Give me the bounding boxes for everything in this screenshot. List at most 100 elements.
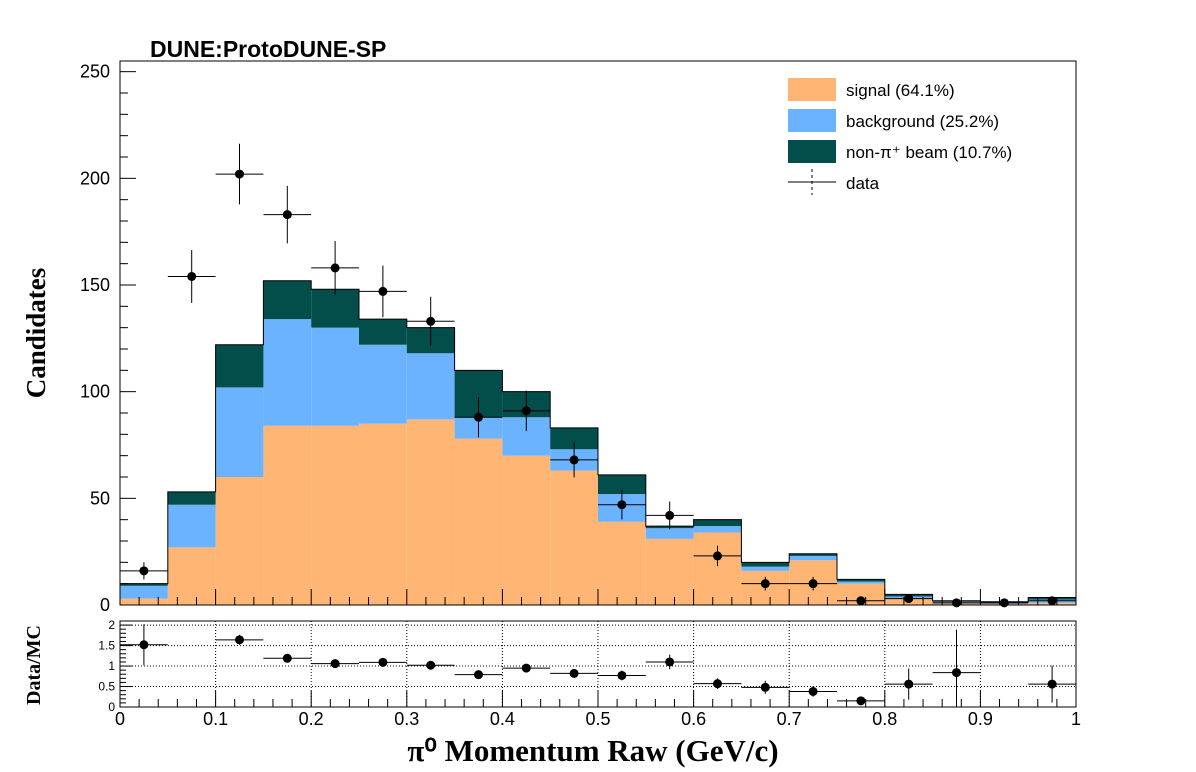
ratio-point [1028, 665, 1076, 703]
main-axes: 0 50 100 150 200 250 [80, 62, 1077, 615]
ratio-point [550, 668, 598, 678]
bar [502, 455, 551, 605]
bar [120, 598, 168, 605]
bar [837, 581, 885, 584]
y-tick-label: 250 [80, 62, 110, 82]
legend-label: background (25.2%) [846, 112, 999, 131]
data-point [837, 596, 885, 606]
bar [359, 319, 407, 345]
x-axis-label: π⁰ Momentum Raw (GeV/c) [407, 733, 778, 768]
x-tick-label: 0.7 [777, 709, 802, 729]
ratio-point [789, 686, 837, 697]
ratio-point [406, 660, 455, 670]
bar [167, 504, 216, 548]
series-2 [120, 280, 1076, 603]
ratio-point [502, 663, 551, 673]
ratio-point [932, 629, 981, 707]
y-tick-label: 200 [80, 168, 110, 188]
bar [598, 474, 646, 495]
y-tick-label: 50 [90, 488, 110, 508]
data-point [406, 296, 455, 346]
ratio-y-tick-label: 0.5 [98, 680, 115, 694]
x-tick-label: 0.3 [394, 709, 419, 729]
data-point [980, 598, 1029, 608]
data-point [1028, 596, 1076, 606]
bar [789, 553, 837, 556]
x-tick-label: 1 [1071, 709, 1081, 729]
histogram-outline [119, 280, 1077, 605]
bar [741, 562, 790, 567]
ratio-axes: 0 0.5 1 1.5 2 0 0.1 0.2 0.3 0.4 0.5 0.6 0.7 0.8 0.9 1 [98, 618, 1081, 729]
ratio-y-tick-label: 2 [108, 618, 115, 632]
bar [454, 438, 503, 605]
bar [550, 427, 598, 450]
bar [120, 583, 168, 586]
legend-item: non-π⁺ beam (10.7%) [788, 140, 1012, 163]
legend-swatch [788, 78, 836, 101]
y-axis-label: Candidates [21, 268, 51, 399]
legend-label: signal (64.1%) [846, 81, 955, 100]
ratio-point [311, 659, 359, 669]
data-points [120, 143, 1076, 608]
legend-swatch [788, 109, 836, 132]
data-point [645, 501, 694, 530]
bar [359, 423, 407, 605]
ratio-grid [120, 621, 1076, 707]
bar [837, 579, 885, 582]
legend-label: non-π⁺ beam (10.7%) [846, 143, 1012, 162]
bar [120, 585, 168, 599]
bar [263, 425, 312, 605]
ratio-point [263, 653, 312, 663]
y-tick-label: 150 [80, 275, 110, 295]
bar [215, 387, 264, 477]
stacked-histogram [120, 280, 1076, 605]
data-point [789, 576, 837, 591]
ratio-point [215, 634, 264, 645]
ratio-point [454, 670, 503, 680]
x-tick-label: 0.5 [585, 709, 610, 729]
ratio-point [645, 654, 694, 670]
data-point [741, 576, 790, 591]
bar [645, 528, 694, 539]
series-1 [120, 319, 1076, 604]
data-point [215, 143, 264, 205]
chart-title: DUNE:ProtoDUNE-SP [150, 36, 386, 62]
ratio-point [120, 624, 168, 666]
bar [167, 547, 216, 605]
ratio-point [884, 668, 933, 700]
bar [311, 327, 359, 426]
bar [311, 289, 359, 328]
bar [263, 319, 312, 426]
bar [789, 555, 837, 561]
bar [645, 538, 694, 605]
data-point [502, 390, 551, 432]
bar [693, 532, 742, 605]
x-tick-label: 0.1 [203, 709, 228, 729]
data-point [263, 185, 312, 244]
ratio-point [741, 680, 790, 694]
ratio-y-tick-label: 0 [108, 700, 115, 714]
data-point [120, 562, 168, 580]
x-tick-label: 0.6 [681, 709, 706, 729]
y-tick-label: 0 [100, 595, 110, 615]
ratio-y-tick-label: 1 [108, 659, 115, 673]
data-point [598, 490, 646, 520]
data-point [454, 397, 503, 438]
bar [359, 344, 407, 424]
bar [550, 470, 598, 605]
x-tick-label: 0.9 [968, 709, 993, 729]
data-point [359, 265, 407, 318]
legend-label: data [846, 174, 880, 193]
ratio-point [598, 670, 646, 681]
ratio-point [837, 696, 885, 706]
ratio-point [359, 657, 407, 667]
legend-item: background (25.2%) [788, 109, 999, 132]
bar [215, 344, 264, 388]
data-point [884, 594, 933, 604]
data-point [167, 250, 216, 303]
stack-outline [119, 280, 1077, 605]
bar [837, 583, 885, 605]
legend-swatch [788, 140, 836, 163]
bar [263, 280, 312, 320]
